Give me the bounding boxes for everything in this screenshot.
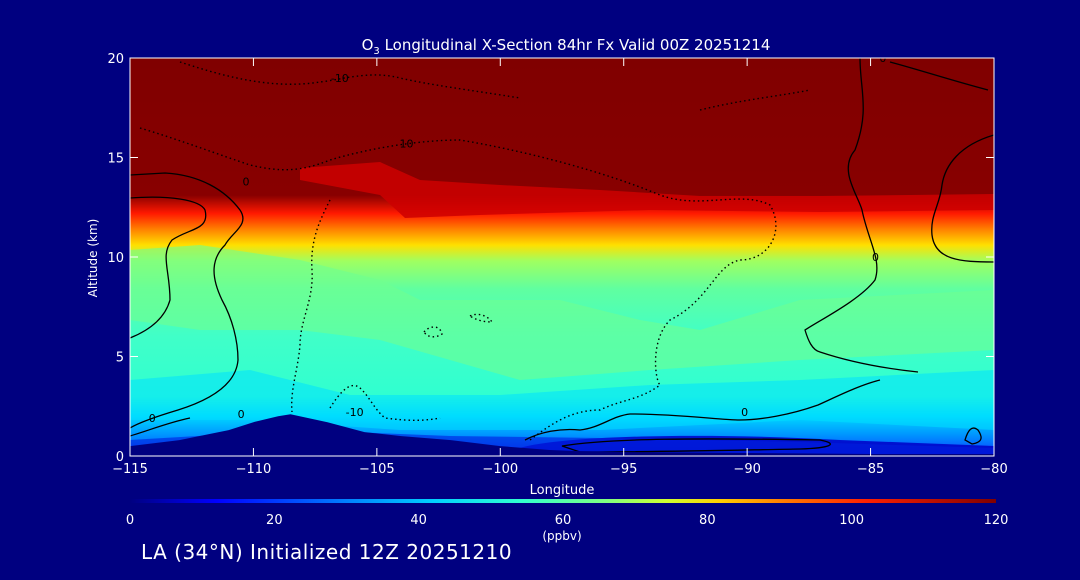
contours-dotted [139, 61, 811, 441]
colorbar-tick-label: 120 [984, 513, 1009, 528]
x-tick-label: −105 [359, 462, 395, 477]
contour-labels: -10 10 0 0 0 0 -10 0 0 [149, 52, 887, 425]
y-tick-label: 5 [116, 351, 124, 366]
chart-title: O3 Longitudinal X-Section 84hr Fx Valid … [362, 36, 771, 57]
contour-zero-lower [524, 379, 881, 441]
x-tick-label: −100 [482, 462, 518, 477]
terrain [130, 414, 994, 456]
plot-area: -10 10 0 0 0 0 -10 0 0 [130, 52, 994, 456]
contour-label: -10 [346, 406, 364, 419]
x-tick-label: −90 [733, 462, 760, 477]
colorbar-tick-label: 80 [699, 513, 716, 528]
contours [130, 58, 994, 453]
x-tick-label: −115 [112, 462, 148, 477]
y-axis: 0 5 10 15 20 [107, 52, 994, 465]
contour-label: 0 [741, 406, 748, 419]
init-footer: LA (34°N) Initialized 12Z 20251210 [141, 540, 513, 564]
tropopause-fold [300, 162, 994, 218]
y-tick-label: 20 [107, 52, 124, 67]
contour-10-west [290, 199, 331, 413]
contour-zero-plume [561, 438, 832, 453]
contour-zero-east-low [964, 427, 982, 445]
y-tick-label: 10 [107, 251, 124, 266]
contour-label: 0 [879, 52, 886, 65]
tropospheric-band [130, 245, 994, 380]
contour-zero-west [130, 172, 244, 429]
contour-zero-east2 [804, 58, 919, 373]
contour-label: -10 [331, 72, 349, 85]
colorbar-tick-label: 60 [555, 513, 572, 528]
colorbar-tick-label: 100 [839, 513, 864, 528]
lower-teal-band [130, 370, 994, 430]
x-axis: −115 −110 −105 −100 −95 −90 −85 −80 [112, 58, 1008, 477]
x-tick-label: −85 [857, 462, 884, 477]
colorbar-tick-label: 20 [266, 513, 283, 528]
contour-label: 10 [399, 138, 413, 151]
contour-zero-top [889, 61, 989, 91]
contour-small1 [423, 326, 443, 338]
colorbar-tick-label: 40 [410, 513, 427, 528]
colorbar-strip [130, 499, 996, 503]
x-tick-label: −110 [236, 462, 272, 477]
colorbar-ticks: 0 20 40 60 80 100 120 [126, 513, 1009, 528]
x-tick-label: −95 [610, 462, 637, 477]
colorbar-tick-label: 0 [126, 513, 134, 528]
colorbar: 0 20 40 60 80 100 120 (ppbv) [126, 499, 1009, 543]
contour-label: 0 [872, 251, 879, 264]
contour-label: 0 [243, 175, 250, 188]
y-tick-label: 0 [116, 450, 124, 465]
contour-zero-terrain-west [130, 417, 191, 437]
y-tick-label: 15 [107, 152, 124, 167]
contour-label: 0 [238, 408, 245, 421]
colorbar-unit: (ppbv) [542, 529, 581, 543]
contour-label: 0 [149, 412, 156, 425]
contour-zero-east [931, 134, 994, 263]
contour-top-right [699, 89, 811, 111]
y-axis-label: Altitude (km) [86, 219, 100, 298]
contour-zero-west-inner [130, 196, 207, 339]
contour-small2 [469, 313, 494, 323]
x-tick-label: −80 [980, 462, 1007, 477]
x-axis-label: Longitude [530, 483, 595, 498]
contour-neg10-top [179, 61, 521, 99]
